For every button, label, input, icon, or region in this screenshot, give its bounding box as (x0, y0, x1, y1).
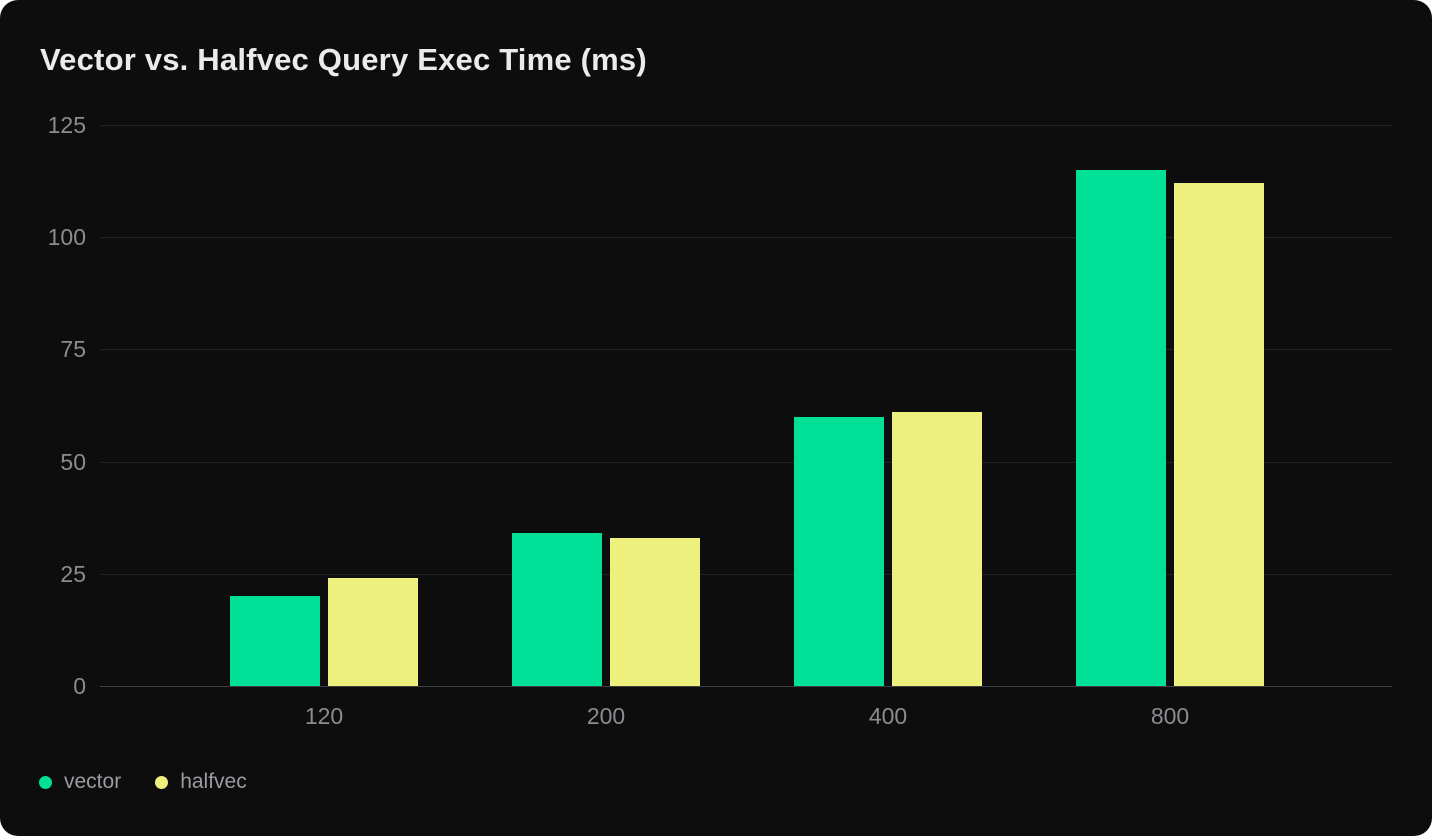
halfvec-legend-dot-icon (155, 775, 169, 789)
x-axis-line (100, 686, 1392, 687)
x-tick-label-200: 200 (586, 703, 626, 729)
chart-title: Vector vs. Halfvec Query Exec Time (ms) (40, 42, 647, 77)
vector-legend-dot-icon (39, 775, 52, 789)
x-tick-label-120: 120 (304, 703, 344, 729)
bar-halfvec-400[interactable] (892, 412, 982, 686)
bar-vector-400[interactable] (794, 416, 884, 686)
y-tick-label-100: 100 (47, 224, 86, 251)
y-tick-label-0: 0 (73, 673, 86, 699)
legend-item-vector[interactable]: vector (39, 770, 121, 794)
legend-item-halfvec[interactable]: halfvec (155, 770, 247, 794)
y-tick-label-50: 50 (60, 448, 86, 475)
bar-vector-800[interactable] (1076, 169, 1166, 686)
legend-label-halfvec: halfvec (180, 770, 247, 793)
gridline-y-100 (100, 237, 1392, 239)
y-tick-label-125: 125 (47, 112, 86, 138)
gridline-y-50 (100, 461, 1392, 463)
bar-halfvec-120[interactable] (328, 578, 418, 686)
bar-halfvec-800[interactable] (1174, 183, 1264, 686)
legend-label-vector: vector (64, 770, 122, 793)
gridline-y-25 (100, 573, 1392, 575)
x-tick-label-800: 800 (1150, 703, 1190, 729)
bar-halfvec-200[interactable] (610, 537, 700, 686)
gridline-y-75 (100, 349, 1392, 351)
bar-vector-200[interactable] (512, 533, 602, 686)
bar-vector-120[interactable] (230, 596, 320, 686)
legend: vector halfvec (39, 770, 247, 794)
y-tick-label-75: 75 (60, 336, 86, 363)
gridline-y-125 (100, 125, 1392, 126)
y-tick-label-25: 25 (60, 560, 86, 587)
x-tick-label-400: 400 (868, 703, 908, 729)
